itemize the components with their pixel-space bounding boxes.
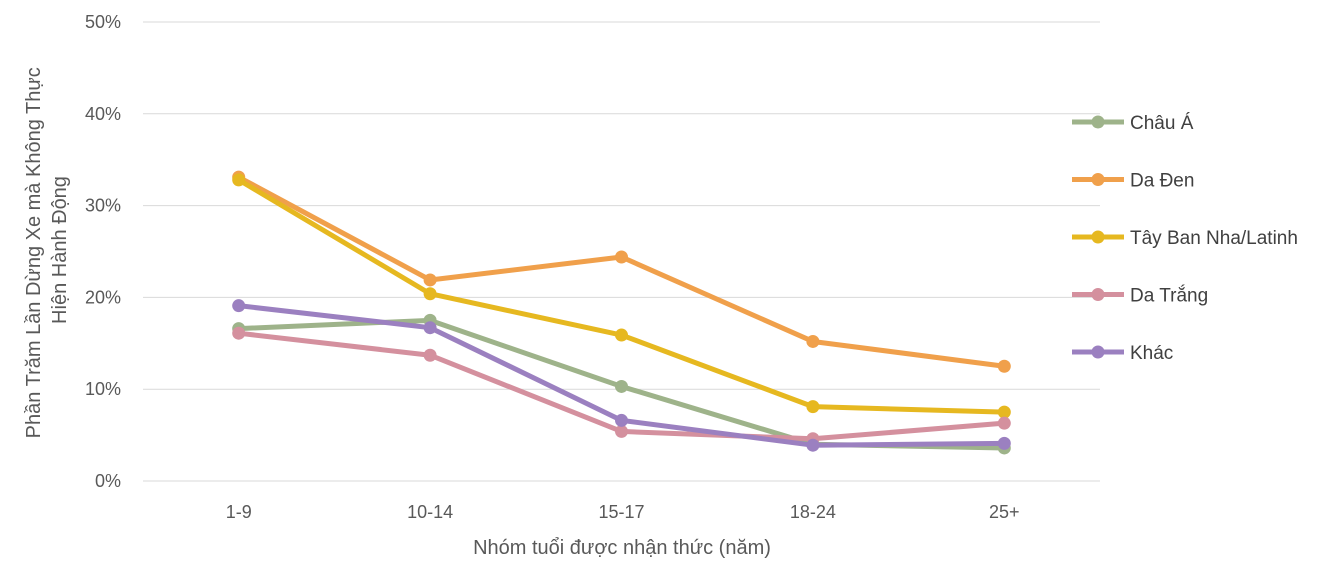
legend-item: Tây Ban Nha/Latinh: [1072, 228, 1298, 249]
data-point: [997, 405, 1011, 419]
y-axis-ticks: 0% 10% 20% 30% 40% 50%: [85, 12, 121, 491]
x-axis-ticks: 1-9 10-14 15-17 18-24 25+: [226, 502, 1020, 522]
x-tick-label: 25+: [989, 502, 1020, 522]
x-tick-label: 1-9: [226, 502, 252, 522]
legend-label: Tây Ban Nha/Latinh: [1130, 228, 1298, 249]
series-group: [232, 173, 1011, 419]
data-point: [232, 326, 246, 340]
y-axis-title-line-2: Hiện Hành Động: [49, 176, 71, 324]
data-point: [997, 436, 1011, 450]
legend-item: Da Trắng: [1072, 285, 1208, 307]
data-point: [232, 299, 246, 313]
data-point: [615, 379, 628, 393]
legend-label: Da Trắng: [1130, 285, 1208, 307]
data-point: [806, 400, 820, 414]
data-point: [806, 334, 820, 348]
legend-label: Khác: [1130, 343, 1173, 364]
data-point: [997, 359, 1011, 373]
data-point: [806, 438, 820, 452]
legend: Châu Á Da Đen Tây Ban Nha/Latinh Da Trắng Kh…: [1072, 113, 1298, 364]
data-point: [997, 416, 1011, 430]
y-axis-title-line-1: Phần Trăm Lần Dừng Xe mà Không Thực: [23, 67, 45, 438]
legend-label: Da Đen: [1130, 171, 1194, 192]
data-point: [423, 348, 437, 362]
x-tick-label: 18-24: [790, 502, 836, 522]
x-axis-title: Nhóm tuổi được nhận thức (năm): [473, 537, 771, 559]
series-group: [232, 299, 1011, 452]
data-point: [615, 328, 628, 342]
data-point: [423, 321, 437, 335]
data-point: [423, 287, 437, 301]
series-group: [232, 170, 1011, 373]
legend-swatch-marker: [1091, 345, 1105, 359]
y-tick-label: 10%: [85, 379, 121, 399]
series-lines: [232, 170, 1011, 455]
x-tick-label: 15-17: [598, 502, 644, 522]
legend-swatch-marker: [1091, 288, 1105, 301]
data-point: [615, 413, 628, 427]
data-point: [615, 424, 628, 438]
x-tick-label: 10-14: [407, 502, 453, 522]
legend-swatch-marker: [1091, 173, 1105, 186]
legend-item: Da Đen: [1072, 171, 1194, 192]
legend-item: Châu Á: [1072, 113, 1194, 134]
legend-label: Châu Á: [1130, 113, 1194, 134]
y-tick-label: 0%: [95, 471, 121, 491]
y-tick-label: 40%: [85, 104, 121, 124]
y-tick-label: 30%: [85, 196, 121, 216]
y-tick-label: 20%: [85, 287, 121, 307]
data-point: [232, 173, 246, 187]
data-point: [423, 273, 437, 287]
series-line: [236, 177, 1007, 415]
legend-swatch-marker: [1091, 230, 1105, 244]
y-tick-label: 50%: [85, 12, 121, 32]
legend-swatch-marker: [1091, 115, 1105, 129]
legend-item: Khác: [1072, 343, 1173, 364]
y-axis-title: Phần Trăm Lần Dừng Xe mà Không Thực Hiện…: [23, 62, 71, 439]
data-point: [615, 250, 628, 264]
grid-lines: [143, 21, 1100, 482]
